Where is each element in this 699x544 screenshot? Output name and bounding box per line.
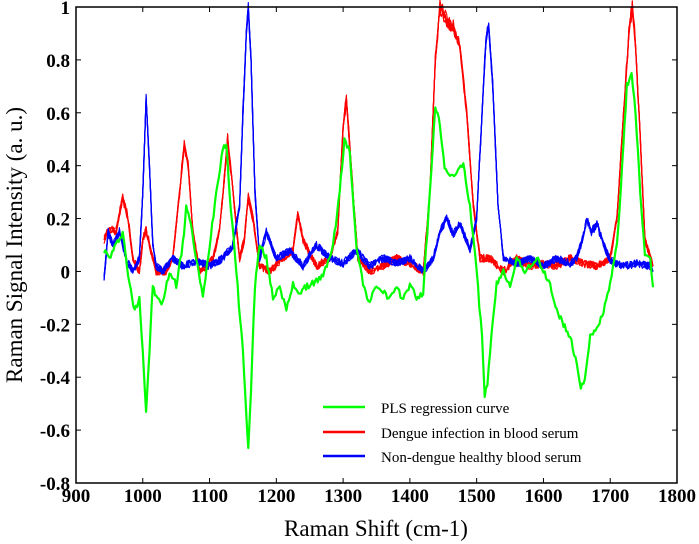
x-tick-label: 1700 [591,486,629,507]
y-tick-label: 1 [61,0,71,19]
y-tick-label: -0.6 [40,421,70,442]
healthy-spectrum-line [103,9,654,277]
y-tick-label: -0.4 [40,368,71,389]
healthy-spectrum-line [103,6,654,281]
legend: PLS regression curve Dengue infection in… [323,401,582,466]
x-tick-label: 1300 [324,486,362,507]
dengue-spectrum-line [103,5,654,276]
y-axis-title: Raman Signal Intensity (a. u.) [2,107,27,383]
x-tick-label: 1100 [191,486,228,507]
healthy-spectrum-line [103,9,654,281]
x-tick-label: 1000 [124,486,162,507]
y-tick-label: 0.8 [46,51,70,72]
healthy-spectrum-line [103,1,654,277]
x-tick-label: 1400 [391,486,429,507]
y-tick-label: 0.2 [46,210,70,231]
x-tick-label: 1800 [658,486,696,507]
x-tick-label: 1200 [257,486,295,507]
plot-frame [75,6,678,484]
legend-label-healthy: Non-dengue healthy blood serum [381,450,582,466]
pls-regression-line [103,71,655,450]
y-tick-label: 0.4 [46,157,70,178]
y-tick-label: -0.8 [40,474,70,495]
healthy-spectrum-line [103,6,654,281]
legend-label-pls: PLS regression curve [381,401,510,417]
dengue-spectrum-line [103,0,654,276]
legend-label-dengue: Dengue infection in blood serum [381,426,579,442]
dengue-spectrum-line [103,6,654,276]
dengue-spectrum-line [103,3,654,276]
x-axis-title: Raman Shift (cm-1) [284,516,468,541]
x-tick-label: 1500 [458,486,496,507]
x-tick-label: 900 [62,486,91,507]
dengue-spectrum-line [103,0,654,276]
x-tick-label: 1600 [524,486,562,507]
y-tick-label: 0.6 [46,104,70,125]
series-layer [103,0,655,450]
y-tick-label: -0.2 [40,315,70,336]
dengue-spectrum-line [103,7,654,276]
y-tick-label: 0 [61,262,71,283]
axis-ticks: 900 1000 1100 1200 1300 1400 1500 1600 1700 1800 -… [40,0,696,507]
healthy-spectrum-line [103,6,654,277]
